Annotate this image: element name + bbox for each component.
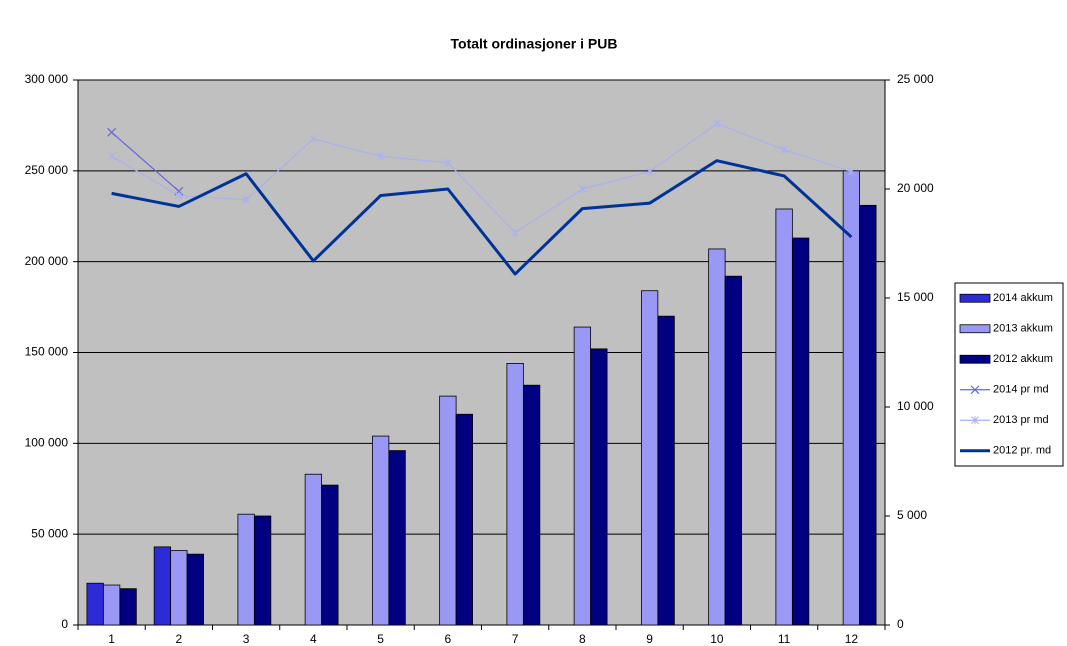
y-tick-label: 0: [61, 617, 68, 631]
x-tick-label: 6: [445, 632, 452, 646]
bar: [186, 553, 204, 626]
y-tick-label: 200 000: [25, 254, 69, 268]
bar: [253, 515, 272, 626]
bar: [119, 588, 137, 626]
bar: [842, 170, 861, 626]
bar: [640, 290, 659, 626]
bar: [153, 546, 172, 626]
marker: [645, 167, 654, 176]
x-tick-label: 4: [310, 632, 317, 646]
legend-label: 2013 akkum: [993, 323, 1053, 335]
bar: [506, 362, 524, 626]
y2-tick-label: 0: [897, 617, 904, 631]
bar: [573, 326, 592, 626]
marker: [376, 152, 385, 161]
bar: [708, 248, 726, 626]
legend-swatch: [959, 293, 991, 303]
marker: [578, 185, 587, 193]
y-tick-label: 300 000: [25, 72, 69, 86]
marker: [309, 134, 318, 143]
y-tick-label: 50 000: [31, 526, 68, 540]
x-tick-label: 11: [778, 632, 791, 646]
x-tick-label: 3: [243, 632, 250, 646]
bar: [371, 435, 390, 626]
x-tick-label: 10: [710, 632, 724, 646]
line: [111, 123, 852, 234]
x-tick-label: 12: [845, 632, 859, 646]
legend-label: 2012 akkum: [993, 353, 1053, 365]
legend-marker: [970, 385, 980, 395]
marker: [511, 228, 519, 237]
marker: [107, 152, 116, 161]
bar: [86, 582, 104, 626]
bar: [859, 204, 877, 626]
bar: [657, 315, 675, 626]
y2-tick-label: 15 000: [897, 290, 934, 304]
legend-label: 2014 akkum: [993, 292, 1053, 304]
legend-box: [954, 282, 1064, 467]
bar: [791, 237, 810, 626]
bar: [237, 513, 255, 626]
marker: [713, 119, 721, 128]
bar: [439, 395, 457, 626]
bar: [775, 208, 793, 626]
legend-swatch: [959, 324, 991, 334]
bar: [304, 473, 323, 626]
bar: [590, 348, 608, 626]
x-tick-label: 7: [512, 632, 519, 646]
y-tick-label: 150 000: [25, 345, 69, 359]
legend-label: 2014 pr md: [993, 384, 1049, 396]
line: [111, 131, 180, 192]
chart-title: Totalt ordinasjoner i PUB: [451, 36, 618, 52]
legend-label: 2012 pr. md: [993, 445, 1051, 457]
y2-tick-label: 5 000: [897, 508, 927, 522]
y-tick-label: 250 000: [25, 163, 69, 177]
bar: [724, 275, 742, 626]
x-tick-label: 8: [579, 632, 586, 646]
line: [111, 159, 853, 276]
marker: [444, 158, 452, 167]
x-tick-label: 2: [176, 632, 183, 646]
x-tick-label: 1: [108, 632, 115, 646]
bar: [102, 584, 121, 626]
bar: [170, 550, 188, 626]
bar: [321, 484, 339, 626]
legend-label: 2013 pr md: [993, 414, 1049, 426]
marker: [107, 127, 117, 137]
marker: [242, 195, 250, 204]
legend-marker: [971, 416, 979, 425]
marker: [847, 167, 856, 176]
marker: [175, 191, 183, 200]
bar: [455, 413, 473, 626]
x-tick-label: 9: [646, 632, 653, 646]
y2-tick-label: 20 000: [897, 181, 934, 195]
y-tick-label: 100 000: [25, 436, 69, 450]
bar: [522, 384, 541, 626]
marker: [780, 145, 788, 154]
y2-tick-label: 25 000: [897, 72, 934, 86]
bar: [388, 450, 406, 626]
x-tick-label: 5: [377, 632, 384, 646]
legend-swatch: [959, 354, 991, 364]
y2-tick-label: 10 000: [897, 399, 934, 413]
